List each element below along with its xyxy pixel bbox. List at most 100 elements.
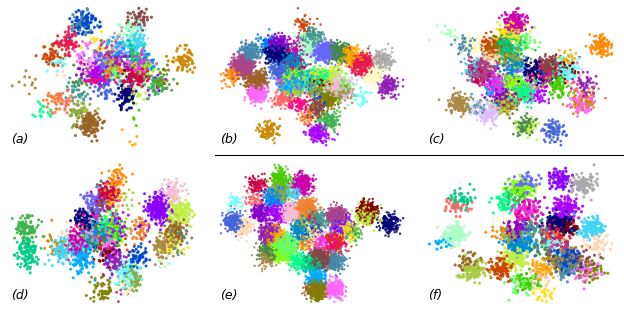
- Point: [374, 78, 384, 82]
- Point: [284, 191, 294, 196]
- Point: [514, 258, 524, 263]
- Point: [289, 212, 299, 217]
- Point: [269, 38, 279, 43]
- Point: [313, 74, 323, 79]
- Point: [241, 63, 251, 68]
- Point: [550, 63, 560, 68]
- Point: [526, 82, 536, 86]
- Point: [324, 285, 334, 290]
- Point: [227, 77, 237, 82]
- Point: [475, 45, 485, 50]
- Point: [510, 83, 520, 88]
- Point: [330, 244, 340, 249]
- Point: [519, 65, 529, 70]
- Point: [351, 58, 361, 63]
- Point: [147, 204, 157, 209]
- Point: [58, 91, 68, 96]
- Point: [333, 215, 343, 220]
- Point: [494, 73, 504, 78]
- Point: [474, 73, 484, 78]
- Point: [326, 119, 336, 124]
- Point: [501, 98, 511, 103]
- Point: [472, 67, 482, 72]
- Point: [358, 60, 368, 65]
- Point: [330, 95, 340, 100]
- Point: [572, 253, 582, 258]
- Point: [262, 233, 272, 238]
- Point: [268, 254, 278, 259]
- Point: [99, 248, 109, 253]
- Point: [328, 213, 338, 218]
- Point: [131, 277, 141, 281]
- Point: [532, 63, 542, 68]
- Point: [367, 213, 377, 218]
- Point: [514, 245, 524, 250]
- Point: [499, 73, 509, 78]
- Point: [301, 218, 311, 223]
- Point: [295, 226, 305, 231]
- Point: [520, 217, 530, 222]
- Point: [44, 62, 54, 67]
- Point: [529, 90, 539, 95]
- Point: [256, 82, 266, 87]
- Point: [492, 85, 502, 90]
- Point: [310, 291, 319, 296]
- Point: [274, 246, 284, 251]
- Point: [544, 270, 554, 275]
- Point: [244, 87, 254, 92]
- Point: [512, 22, 522, 27]
- Point: [319, 283, 329, 288]
- Point: [288, 246, 298, 251]
- Point: [28, 240, 38, 245]
- Point: [265, 231, 275, 236]
- Point: [225, 216, 235, 221]
- Point: [293, 259, 303, 264]
- Point: [282, 248, 292, 253]
- Point: [106, 67, 116, 72]
- Point: [497, 106, 507, 111]
- Point: [323, 289, 333, 294]
- Point: [300, 178, 310, 183]
- Point: [368, 211, 378, 216]
- Point: [356, 211, 366, 216]
- Point: [566, 209, 576, 214]
- Point: [285, 212, 295, 217]
- Point: [305, 201, 314, 206]
- Point: [112, 44, 122, 49]
- Point: [310, 225, 319, 230]
- Point: [546, 59, 556, 64]
- Point: [458, 267, 468, 272]
- Point: [329, 238, 339, 243]
- Point: [381, 91, 391, 96]
- Point: [316, 233, 326, 238]
- Point: [537, 78, 547, 83]
- Point: [305, 42, 315, 46]
- Point: [334, 286, 344, 291]
- Point: [582, 183, 592, 188]
- Point: [112, 226, 122, 231]
- Point: [364, 211, 374, 216]
- Point: [361, 53, 371, 58]
- Point: [316, 75, 326, 80]
- Point: [331, 50, 341, 55]
- Point: [300, 293, 310, 298]
- Point: [318, 105, 328, 110]
- Point: [245, 221, 255, 226]
- Point: [571, 87, 581, 92]
- Point: [242, 59, 252, 64]
- Point: [547, 60, 557, 65]
- Point: [548, 180, 558, 185]
- Point: [519, 179, 529, 184]
- Point: [515, 93, 525, 98]
- Point: [259, 235, 269, 240]
- Point: [271, 223, 281, 228]
- Point: [326, 258, 336, 263]
- Point: [551, 75, 561, 80]
- Point: [369, 214, 379, 219]
- Point: [351, 60, 361, 64]
- Point: [366, 69, 376, 74]
- Point: [78, 68, 88, 73]
- Point: [293, 75, 303, 80]
- Point: [468, 74, 478, 79]
- Point: [469, 38, 479, 42]
